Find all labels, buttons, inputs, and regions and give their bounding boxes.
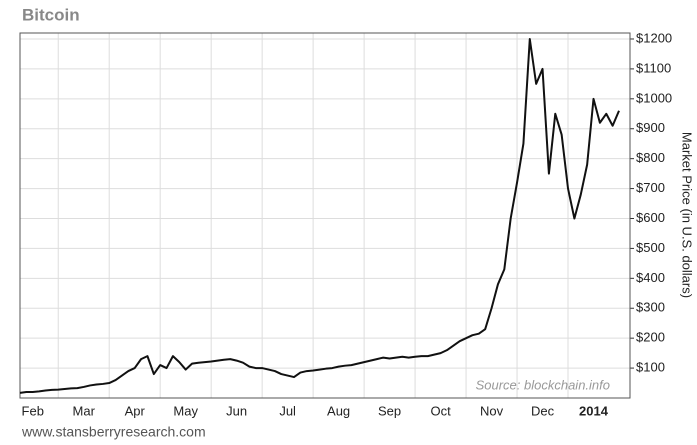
- source-note: Source: blockchain.info: [476, 377, 610, 392]
- chart-title: Bitcoin: [22, 5, 80, 24]
- x-tick-label: Dec: [531, 403, 555, 418]
- plot-frame: [19, 32, 631, 399]
- y-tick-label: $400: [636, 270, 665, 285]
- y-tick-label: $300: [636, 300, 665, 315]
- y-tick-label: $1200: [636, 30, 672, 45]
- y-axis-title: Market Price (in U.S. dollars): [680, 132, 695, 298]
- price-line: [19, 37, 620, 394]
- y-tick-label: $600: [636, 210, 665, 225]
- y-tick-label: $100: [636, 360, 665, 375]
- x-tick-label: Jul: [279, 403, 296, 418]
- y-tick-label: $700: [636, 180, 665, 195]
- x-tick-label: Jun: [226, 403, 247, 418]
- y-tick-label: $1100: [636, 60, 671, 75]
- x-tick-label: Mar: [73, 403, 96, 418]
- y-tick-label: $500: [636, 240, 665, 255]
- x-tick-label: Nov: [480, 403, 504, 418]
- x-tick-label: 2014: [579, 403, 609, 418]
- x-tick-label: Feb: [22, 403, 44, 418]
- y-tick-label: $800: [636, 150, 665, 165]
- x-tick-label: Sep: [378, 403, 401, 418]
- footer: www.stansberryresearch.com: [21, 424, 206, 440]
- x-tick-label: Oct: [430, 403, 451, 418]
- y-tick-label: $900: [636, 120, 665, 135]
- x-tick-label: May: [173, 403, 198, 418]
- y-tick-label: $200: [636, 330, 665, 345]
- y-tick-label: $1000: [636, 90, 672, 105]
- x-tick-label: Apr: [125, 403, 146, 418]
- x-tick-label: Aug: [327, 403, 350, 418]
